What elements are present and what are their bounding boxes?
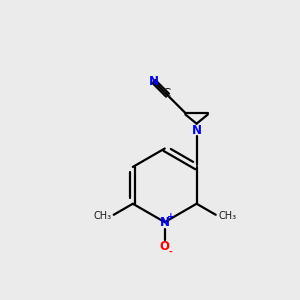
Text: CH₃: CH₃ xyxy=(93,211,111,221)
Text: C: C xyxy=(162,87,170,100)
Text: N: N xyxy=(160,216,170,229)
Text: CH₃: CH₃ xyxy=(218,211,236,221)
Text: N: N xyxy=(149,75,159,88)
Text: N: N xyxy=(192,124,202,136)
Text: +: + xyxy=(167,212,174,221)
Text: O: O xyxy=(160,240,170,253)
Text: -: - xyxy=(169,248,172,257)
